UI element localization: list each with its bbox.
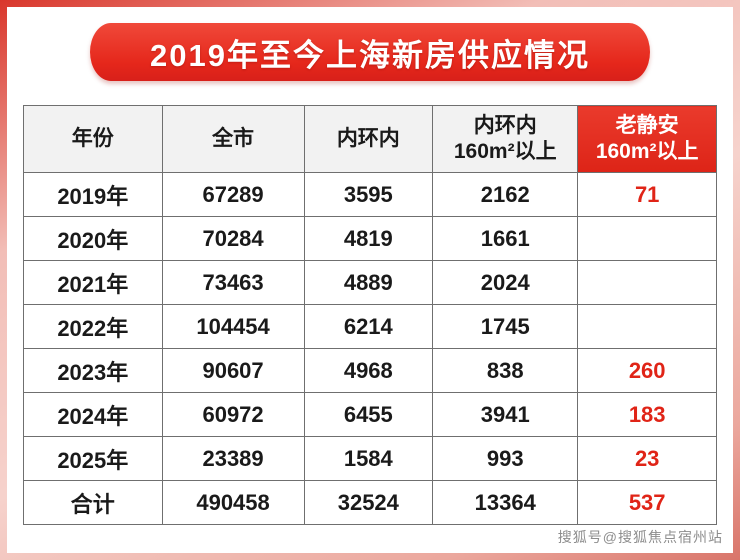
table-cell: 183 — [577, 392, 717, 437]
table-cell — [577, 216, 717, 261]
column-header: 年份 — [23, 105, 163, 173]
row-label: 2021年 — [23, 260, 163, 305]
housing-supply-table: 年份 全市 内环内 内环内 160m²以上 老静安 160m²以上 2019年 67289… — [23, 105, 717, 525]
table-cell: 73463 — [161, 260, 305, 305]
column-header: 内环内 — [303, 105, 434, 173]
table-cell: 490458 — [161, 480, 305, 525]
table-cell: 2162 — [432, 172, 579, 217]
table-cell: 104454 — [161, 304, 305, 349]
header-row: 年份 全市 内环内 内环内 160m²以上 老静安 160m²以上 — [23, 105, 717, 173]
table-row: 2023年 90607 4968 838 260 — [23, 348, 717, 393]
table-cell: 23 — [577, 436, 717, 481]
title-ribbon: 2019年至今上海新房供应情况 — [90, 23, 650, 81]
table-cell: 23389 — [161, 436, 305, 481]
table-cell: 71 — [577, 172, 717, 217]
table-row: 2020年 70284 4819 1661 — [23, 216, 717, 261]
column-header: 全市 — [161, 105, 305, 173]
row-label: 2025年 — [23, 436, 163, 481]
table-cell: 838 — [432, 348, 579, 393]
table-cell: 60972 — [161, 392, 305, 437]
title-banner: 2019年至今上海新房供应情况 — [90, 23, 650, 89]
table-row: 合计 490458 32524 13364 537 — [23, 480, 717, 525]
table-cell: 1584 — [303, 436, 434, 481]
table-body: 2019年 67289 3595 2162 71 2020年 70284 4819 1661 20… — [23, 172, 717, 525]
row-label: 合计 — [23, 480, 163, 525]
table-header: 年份 全市 内环内 内环内 160m²以上 老静安 160m²以上 — [23, 105, 717, 173]
table-row: 2024年 60972 6455 3941 183 — [23, 392, 717, 437]
table-cell: 67289 — [161, 172, 305, 217]
table-cell — [577, 260, 717, 305]
table-cell: 2024 — [432, 260, 579, 305]
table-cell: 6214 — [303, 304, 434, 349]
row-label: 2024年 — [23, 392, 163, 437]
watermark: 搜狐号@搜狐焦点宿州站 — [557, 529, 723, 545]
column-header: 老静安 160m²以上 — [577, 105, 717, 173]
table-cell: 993 — [432, 436, 579, 481]
row-label: 2022年 — [23, 304, 163, 349]
row-label: 2023年 — [23, 348, 163, 393]
table-cell — [577, 304, 717, 349]
row-label: 2020年 — [23, 216, 163, 261]
column-header: 内环内 160m²以上 — [432, 105, 579, 173]
table-cell: 1661 — [432, 216, 579, 261]
row-label: 2019年 — [23, 172, 163, 217]
table-cell: 4968 — [303, 348, 434, 393]
table-row: 2019年 67289 3595 2162 71 — [23, 172, 717, 217]
table-cell: 3941 — [432, 392, 579, 437]
table-row: 2021年 73463 4889 2024 — [23, 260, 717, 305]
table-row: 2022年 104454 6214 1745 — [23, 304, 717, 349]
table-cell: 260 — [577, 348, 717, 393]
table-row: 2025年 23389 1584 993 23 — [23, 436, 717, 481]
table-cell: 32524 — [303, 480, 434, 525]
content-panel: 2019年至今上海新房供应情况 年份 全市 内环内 内环内 160m²以上 老静安 16… — [7, 7, 733, 553]
page-title: 2019年至今上海新房供应情况 — [150, 37, 590, 73]
table-cell: 537 — [577, 480, 717, 525]
table-cell: 1745 — [432, 304, 579, 349]
table-cell: 4819 — [303, 216, 434, 261]
table-cell: 3595 — [303, 172, 434, 217]
table-cell: 4889 — [303, 260, 434, 305]
table-cell: 70284 — [161, 216, 305, 261]
table-cell: 90607 — [161, 348, 305, 393]
table-cell: 13364 — [432, 480, 579, 525]
table-cell: 6455 — [303, 392, 434, 437]
